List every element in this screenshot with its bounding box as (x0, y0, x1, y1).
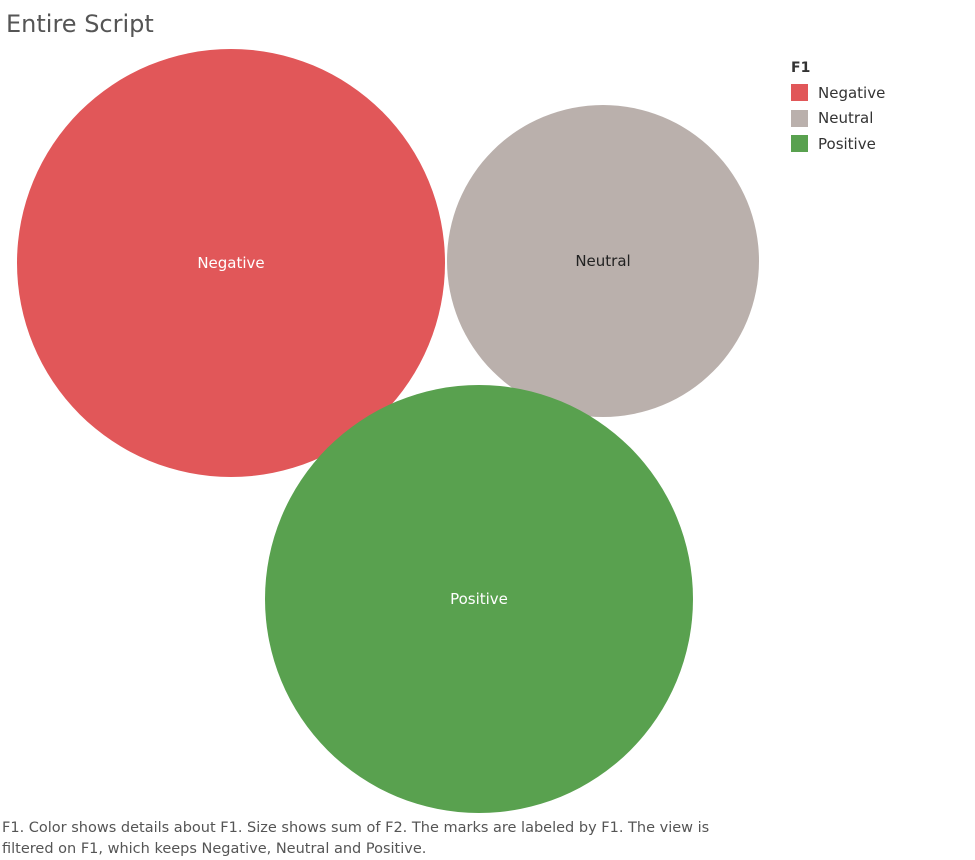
legend-label-positive: Positive (818, 134, 876, 153)
legend-swatch-negative (791, 84, 808, 102)
legend-item-negative[interactable]: Negative (791, 80, 885, 106)
bubble-positive[interactable] (265, 385, 693, 813)
bubble-neutral[interactable] (447, 105, 759, 417)
bubble-negative[interactable] (17, 49, 445, 477)
legend-label-negative: Negative (818, 83, 886, 102)
bubble-label-negative: Negative (197, 254, 264, 272)
chart-caption: F1. Color shows details about F1. Size s… (2, 820, 710, 857)
legend-title: F1 (791, 60, 811, 76)
legend-item-neutral[interactable]: Neutral (791, 106, 885, 132)
legend-swatch-neutral (791, 109, 808, 127)
legend-swatch-positive (791, 135, 808, 153)
bubble-label-positive: Positive (450, 590, 508, 608)
chart-title: Entire Script (6, 10, 154, 38)
bubble-label-neutral: Neutral (575, 252, 630, 270)
legend-label-neutral: Neutral (818, 109, 874, 128)
legend: F1 Negative Neutral Positive (791, 60, 885, 157)
legend-item-positive[interactable]: Positive (791, 131, 885, 157)
